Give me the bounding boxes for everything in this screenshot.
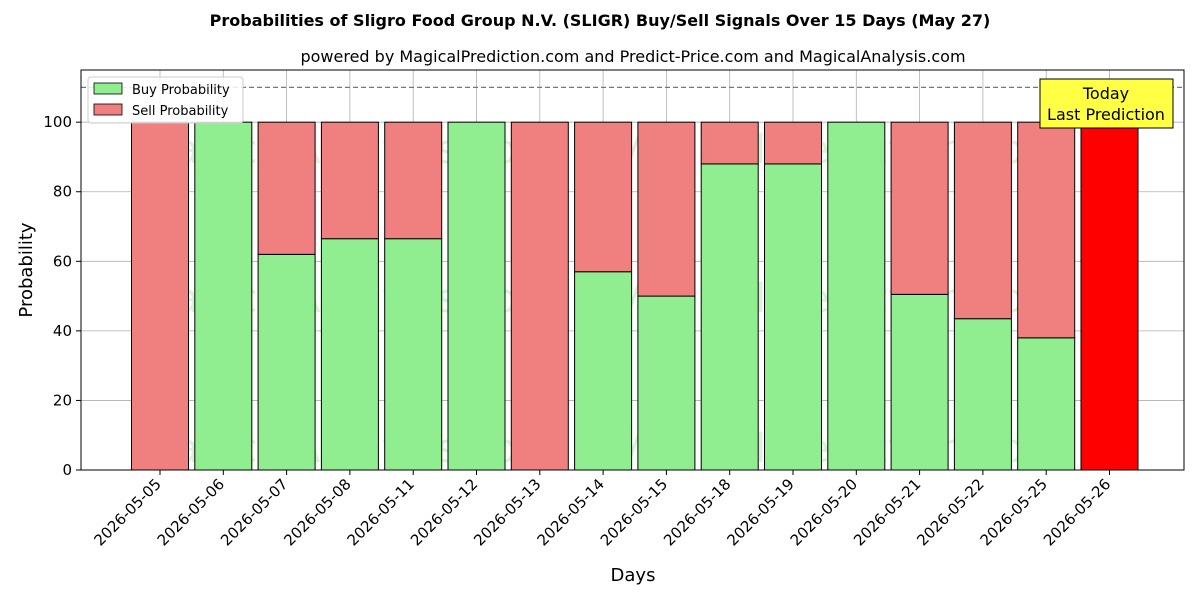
- sell-bar-2026-05-25: [1017, 121, 1076, 339]
- sell-bar-2026-05-05: [131, 121, 189, 471]
- y-tick-label: 0: [62, 461, 72, 479]
- buy-bar-2026-05-21: [890, 293, 949, 471]
- x-tick-label: 2026-05-22: [913, 475, 987, 549]
- buy-bar-2026-05-22: [953, 318, 1012, 471]
- sell-bar-2026-05-07: [257, 121, 316, 255]
- x-tick-label: 2026-05-20: [787, 475, 861, 549]
- y-axis-label: Probability: [16, 222, 37, 317]
- sell-bar-2026-05-11: [384, 121, 443, 240]
- x-tick-label: 2026-05-14: [534, 475, 608, 549]
- legend-sell-label: Sell Probability: [132, 104, 229, 119]
- annotation-line2: Last Prediction: [1047, 105, 1165, 124]
- sell-bar-2026-05-26: [1080, 121, 1139, 471]
- legend: Buy Probability Sell Probability: [87, 76, 244, 124]
- y-tick-label: 40: [53, 322, 72, 340]
- x-tick-label: 2026-05-18: [660, 475, 734, 549]
- y-tick-label: 80: [53, 183, 72, 201]
- sell-bar-2026-05-13: [510, 121, 569, 471]
- sell-bar-2026-05-08: [320, 121, 379, 240]
- buy-bar-2026-05-11: [384, 238, 443, 471]
- legend-sell-swatch: [93, 103, 123, 116]
- sell-bar-2026-05-14: [574, 121, 633, 273]
- buy-bar-2026-05-07: [257, 253, 316, 471]
- sell-bar-2026-05-19: [764, 121, 822, 165]
- annotation-line1: Today: [1082, 84, 1129, 103]
- x-tick-label: 2026-05-13: [470, 475, 544, 549]
- today-annotation: Today Last Prediction: [1039, 78, 1174, 129]
- plot-frame: [80, 69, 1185, 471]
- x-tick-label: 2026-05-05: [90, 475, 164, 549]
- buy-bar-2026-05-25: [1017, 337, 1076, 471]
- x-tick-label: 2026-05-19: [723, 475, 797, 549]
- buy-bar-2026-05-19: [764, 163, 822, 471]
- y-tick-label: 60: [53, 252, 72, 270]
- x-tick-label: 2026-05-26: [1040, 475, 1114, 549]
- x-tick-label: 2026-05-15: [597, 475, 671, 549]
- y-tick-label: 20: [53, 391, 72, 409]
- sell-bar-2026-05-18: [700, 121, 759, 165]
- x-tick-label: 2026-05-06: [154, 475, 228, 549]
- sell-bar-2026-05-22: [953, 121, 1012, 320]
- x-tick-label: 2026-05-07: [217, 475, 291, 549]
- buy-bar-2026-05-12: [447, 121, 506, 471]
- buy-bar-2026-05-15: [637, 295, 696, 471]
- legend-buy-swatch: [93, 82, 123, 95]
- buy-bar-2026-05-20: [827, 121, 886, 471]
- y-tick-label: 100: [43, 113, 72, 131]
- buy-bar-2026-05-18: [700, 163, 759, 471]
- x-tick-label: 2026-05-25: [977, 475, 1051, 549]
- x-axis-ticks: 2026-05-052026-05-062026-05-072026-05-08…: [90, 470, 1114, 549]
- x-tick-label: 2026-05-12: [407, 475, 481, 549]
- legend-box: [87, 76, 244, 124]
- y-axis-ticks: 0 20 40 60 80 100: [43, 113, 81, 479]
- x-tick-label: 2026-05-08: [280, 475, 354, 549]
- bars: [131, 121, 1139, 471]
- sell-bar-2026-05-21: [890, 121, 949, 295]
- legend-buy-label: Buy Probability: [132, 83, 230, 98]
- sell-bar-2026-05-15: [637, 121, 696, 297]
- annotation-box: [1039, 78, 1174, 129]
- x-tick-label: 2026-05-21: [850, 475, 924, 549]
- x-tick-label: 2026-05-11: [344, 475, 418, 549]
- buy-bar-2026-05-06: [194, 121, 253, 471]
- chart-subtitle: powered by MagicalPrediction.com and Pre…: [300, 47, 965, 66]
- chart-title: Probabilities of Sligro Food Group N.V. …: [210, 11, 991, 30]
- buy-bar-2026-05-08: [320, 238, 379, 471]
- buy-bar-2026-05-14: [574, 271, 633, 471]
- x-axis-label: Days: [611, 565, 656, 586]
